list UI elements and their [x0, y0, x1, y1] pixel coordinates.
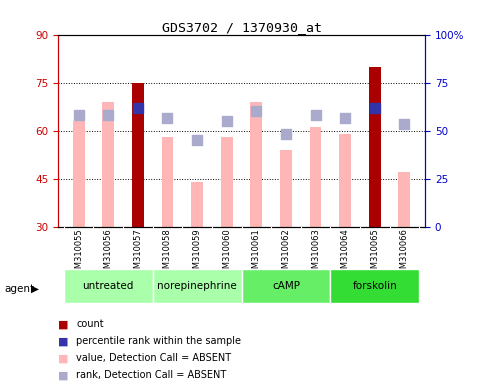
- Bar: [398, 172, 410, 227]
- Bar: [132, 83, 144, 227]
- Bar: [242, 269, 330, 303]
- Bar: [191, 182, 203, 227]
- Text: GDS3702 / 1370930_at: GDS3702 / 1370930_at: [161, 21, 322, 34]
- Point: [164, 115, 171, 121]
- Text: norepinephrine: norepinephrine: [157, 281, 237, 291]
- Text: percentile rank within the sample: percentile rank within the sample: [76, 336, 242, 346]
- Point: [223, 118, 230, 124]
- Text: rank, Detection Call = ABSENT: rank, Detection Call = ABSENT: [76, 370, 227, 380]
- Text: ■: ■: [58, 336, 69, 346]
- Point: [341, 115, 349, 121]
- Text: ■: ■: [58, 353, 69, 363]
- Text: ▶: ▶: [31, 284, 40, 294]
- Point: [400, 121, 408, 127]
- Text: forskolin: forskolin: [352, 281, 397, 291]
- Point: [75, 111, 83, 118]
- Text: count: count: [76, 319, 104, 329]
- Point: [312, 111, 319, 118]
- Text: ■: ■: [58, 319, 69, 329]
- Text: value, Detection Call = ABSENT: value, Detection Call = ABSENT: [76, 353, 231, 363]
- Point: [282, 131, 290, 137]
- Bar: [339, 134, 351, 227]
- Bar: [102, 102, 114, 227]
- Bar: [73, 121, 85, 227]
- Text: agent: agent: [5, 284, 35, 294]
- Text: untreated: untreated: [83, 281, 134, 291]
- Point: [193, 137, 201, 143]
- Bar: [162, 137, 173, 227]
- Point: [371, 105, 379, 111]
- Bar: [221, 137, 233, 227]
- Bar: [250, 102, 262, 227]
- Bar: [310, 127, 321, 227]
- Point: [253, 108, 260, 114]
- Bar: [330, 269, 419, 303]
- Bar: [153, 269, 242, 303]
- Text: ■: ■: [58, 370, 69, 380]
- Point: [104, 111, 112, 118]
- Point: [134, 105, 142, 111]
- Bar: [280, 150, 292, 227]
- Bar: [369, 66, 381, 227]
- Bar: [64, 269, 153, 303]
- Text: cAMP: cAMP: [272, 281, 300, 291]
